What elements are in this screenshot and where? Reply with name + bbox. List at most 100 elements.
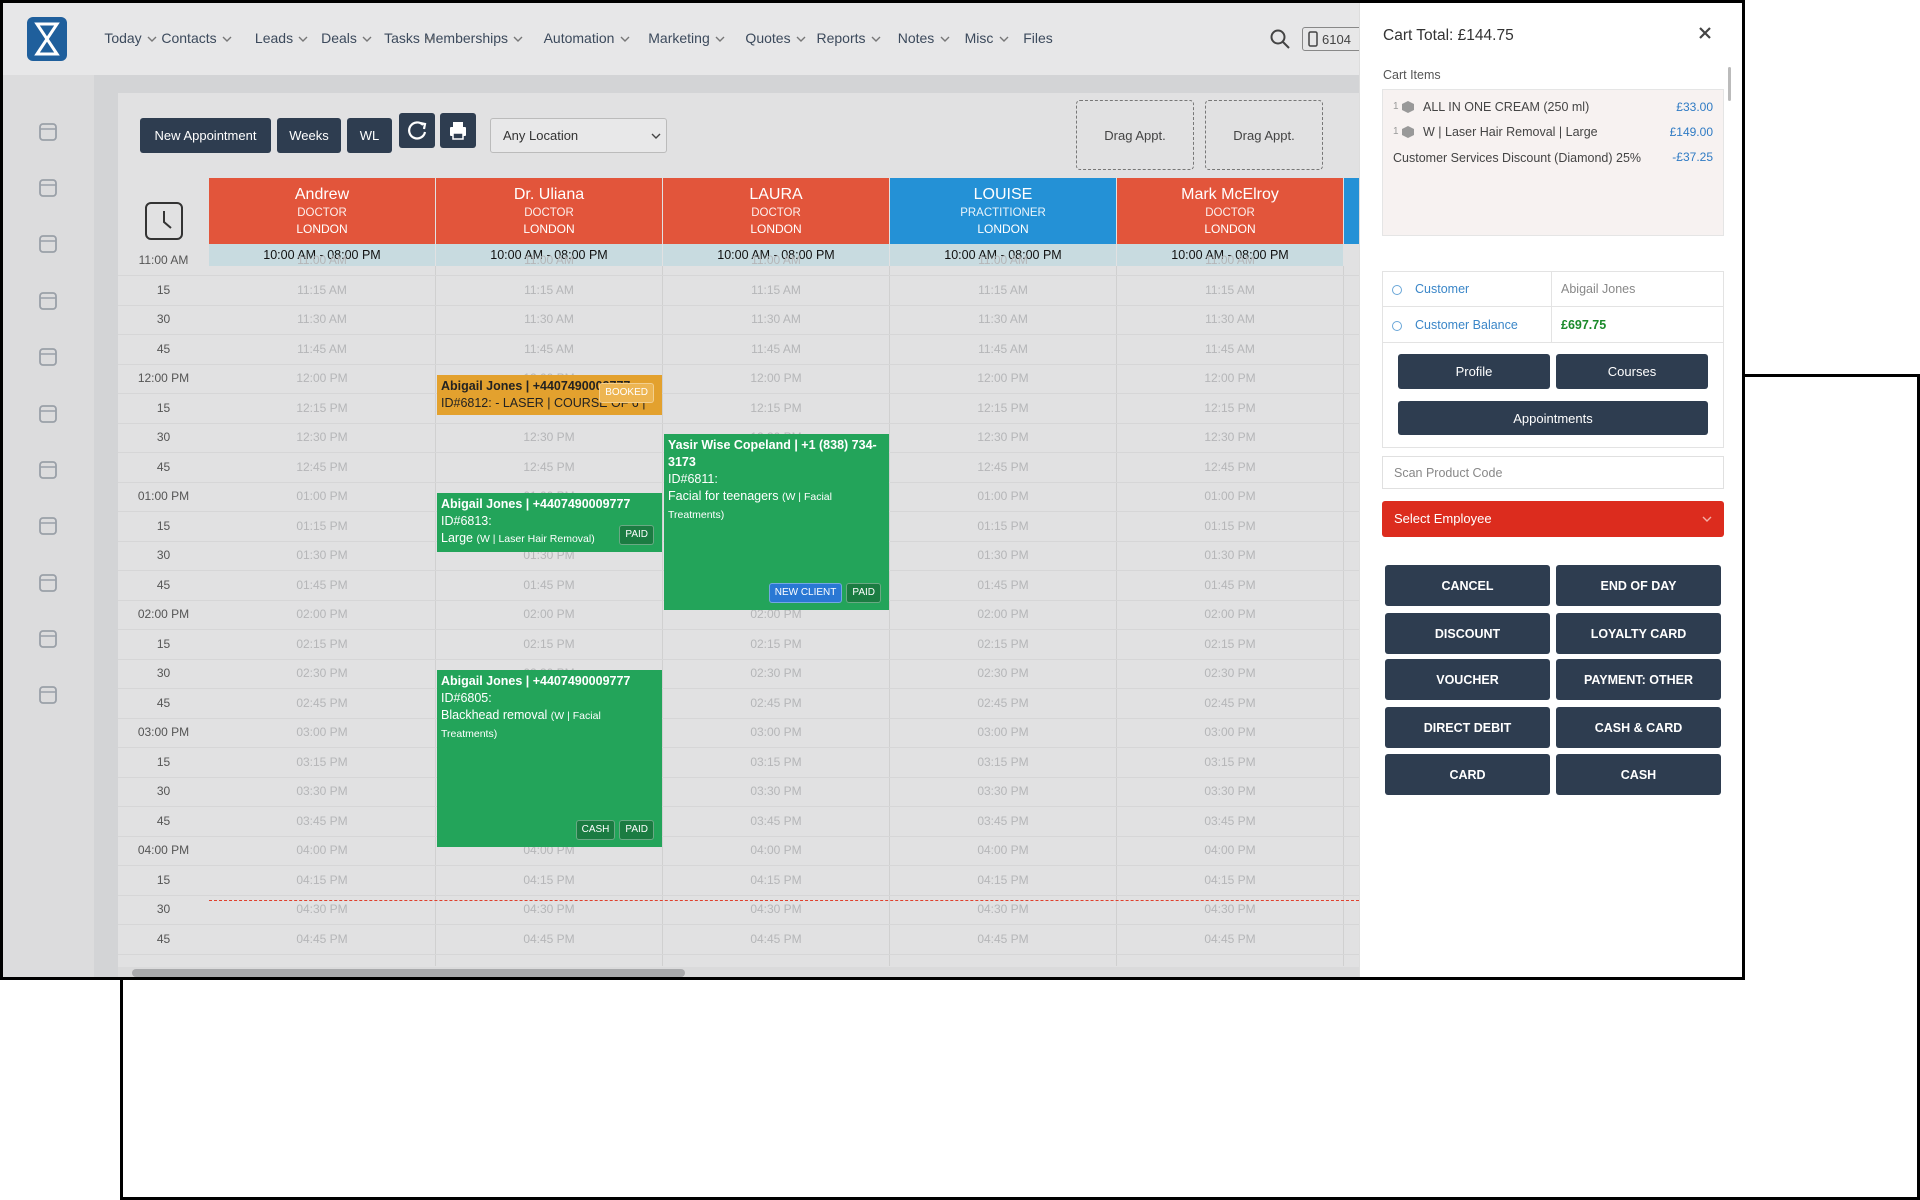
slot-time[interactable]: 01:15 PM [1204,518,1256,533]
search-icon[interactable] [1269,28,1291,50]
slot-time[interactable]: 04:00 PM [750,843,802,857]
slot-time[interactable]: 02:30 PM [750,666,802,680]
slot-time[interactable]: 03:30 PM [1204,784,1256,798]
slot-time[interactable]: 02:15 PM [296,636,348,651]
slot-time[interactable]: 04:00 PM [1204,843,1256,857]
sidebar-icon[interactable] [37,572,59,594]
slot-time[interactable]: 02:00 PM [523,607,575,621]
slot-time[interactable]: 04:15 PM [523,872,575,887]
slot-time[interactable]: 12:45 PM [1204,459,1256,474]
slot-time[interactable]: 12:45 PM [523,459,575,474]
slot-time[interactable]: 02:00 PM [977,607,1029,621]
slot-time[interactable]: 04:30 PM [523,902,575,916]
slot-time[interactable]: 04:00 PM [296,843,348,857]
slot-time[interactable]: 12:15 PM [977,400,1029,415]
slot-time[interactable]: 03:15 PM [977,754,1029,769]
sidebar-icon[interactable] [37,684,59,706]
slot-time[interactable]: 03:15 PM [750,754,802,769]
slot-time[interactable]: 02:30 PM [296,666,348,680]
nav-item[interactable]: Automation [543,30,615,46]
slot-time[interactable]: 11:15 AM [297,282,347,297]
action-button[interactable]: CARD [1385,754,1550,795]
slot-time[interactable]: 03:15 PM [296,754,348,769]
sidebar-icon[interactable] [37,233,59,255]
action-button[interactable]: VOUCHER [1385,659,1550,700]
toolbar-button[interactable]: New Appointment [140,118,271,153]
slot-time[interactable]: 03:45 PM [750,813,802,828]
slot-time[interactable]: 04:30 PM [977,902,1029,916]
nav-item[interactable]: Deals [321,30,357,46]
slot-time[interactable]: 12:30 PM [296,430,348,444]
slot-time[interactable]: 12:30 PM [1204,430,1256,444]
slot-time[interactable]: 12:30 PM [977,430,1029,444]
slot-time[interactable]: 11:30 AM [751,312,801,326]
slot-time[interactable]: 03:45 PM [977,813,1029,828]
slot-time[interactable]: 11:15 AM [524,282,574,297]
nav-item[interactable]: Files [1023,30,1053,46]
phone-box[interactable]: 6104 [1302,27,1364,51]
slot-time[interactable]: 01:15 PM [296,518,348,533]
slot-time[interactable]: 11:00 AM [978,253,1028,267]
slot-time[interactable]: 02:30 PM [1204,666,1256,680]
customer-button[interactable]: Courses [1556,354,1708,389]
action-button[interactable]: END OF DAY [1556,565,1721,606]
slot-time[interactable]: 04:45 PM [977,931,1029,946]
slot-time[interactable]: 02:45 PM [750,695,802,710]
sidebar-icon[interactable] [37,346,59,368]
nav-item[interactable]: Contacts [161,30,217,46]
sidebar-icon[interactable] [37,403,59,425]
slot-time[interactable]: 02:45 PM [977,695,1029,710]
action-button[interactable]: DIRECT DEBIT [1385,707,1550,748]
slot-time[interactable]: 03:45 PM [1204,813,1256,828]
slot-time[interactable]: 12:15 PM [750,400,802,415]
nav-item[interactable]: Today [104,30,142,46]
toolbar-button[interactable]: WL [347,118,392,153]
slot-time[interactable]: 01:00 PM [977,489,1029,503]
slot-time[interactable]: 11:45 AM [751,341,801,356]
slot-time[interactable]: 11:15 AM [1205,282,1255,297]
employee-select[interactable]: Select Employee [1382,501,1724,537]
slot-time[interactable]: 03:00 PM [296,725,348,739]
sidebar-icon[interactable] [37,459,59,481]
slot-time[interactable]: 03:00 PM [977,725,1029,739]
slot-time[interactable]: 01:30 PM [296,548,348,562]
action-button[interactable]: CANCEL [1385,565,1550,606]
slot-time[interactable]: 02:30 PM [977,666,1029,680]
slot-time[interactable]: 04:15 PM [977,872,1029,887]
slot-time[interactable]: 11:30 AM [978,312,1028,326]
action-button[interactable]: DISCOUNT [1385,613,1550,654]
slot-time[interactable]: 02:00 PM [750,607,802,621]
drag-slot[interactable]: Drag Appt. [1076,100,1194,170]
slot-time[interactable]: 04:45 PM [523,931,575,946]
slot-time[interactable]: 04:45 PM [750,931,802,946]
sidebar-icon[interactable] [37,290,59,312]
action-button[interactable]: PAYMENT: OTHER [1556,659,1721,700]
appointment[interactable]: Yasir Wise Copeland | +1 (838) 734-3173 I… [664,434,889,610]
slot-time[interactable]: 11:45 AM [978,341,1028,356]
sidebar-icon[interactable] [37,628,59,650]
slot-time[interactable]: 01:45 PM [296,577,348,592]
action-button[interactable]: CASH & CARD [1556,707,1721,748]
slot-time[interactable]: 03:30 PM [750,784,802,798]
customer-button[interactable]: Profile [1398,354,1550,389]
slot-time[interactable]: 11:45 AM [297,341,347,356]
logo[interactable] [25,15,69,63]
nav-item[interactable]: Notes [897,30,935,46]
slot-time[interactable]: 11:00 AM [1205,253,1255,267]
slot-time[interactable]: 12:30 PM [523,430,575,444]
scan-input[interactable]: Scan Product Code [1382,456,1724,489]
appointment[interactable]: Abigail Jones | +4407490009777 ID#6812: -… [437,375,662,415]
slot-time[interactable]: 11:00 AM [297,253,347,267]
slot-time[interactable]: 11:45 AM [1205,341,1255,356]
slot-time[interactable]: 12:00 PM [1204,371,1256,385]
nav-item[interactable]: Marketing [648,30,710,46]
slot-time[interactable]: 11:15 AM [978,282,1028,297]
sidebar-icon[interactable] [37,515,59,537]
action-button[interactable]: LOYALTY CARD [1556,613,1721,654]
refresh-button[interactable] [399,113,435,148]
drag-slot[interactable]: Drag Appt. [1205,100,1323,170]
appointment[interactable]: Abigail Jones | +4407490009777 ID#6813: La… [437,493,662,552]
slot-time[interactable]: 04:00 PM [977,843,1029,857]
nav-item[interactable]: Leads [254,30,294,46]
slot-time[interactable]: 04:30 PM [1204,902,1256,916]
